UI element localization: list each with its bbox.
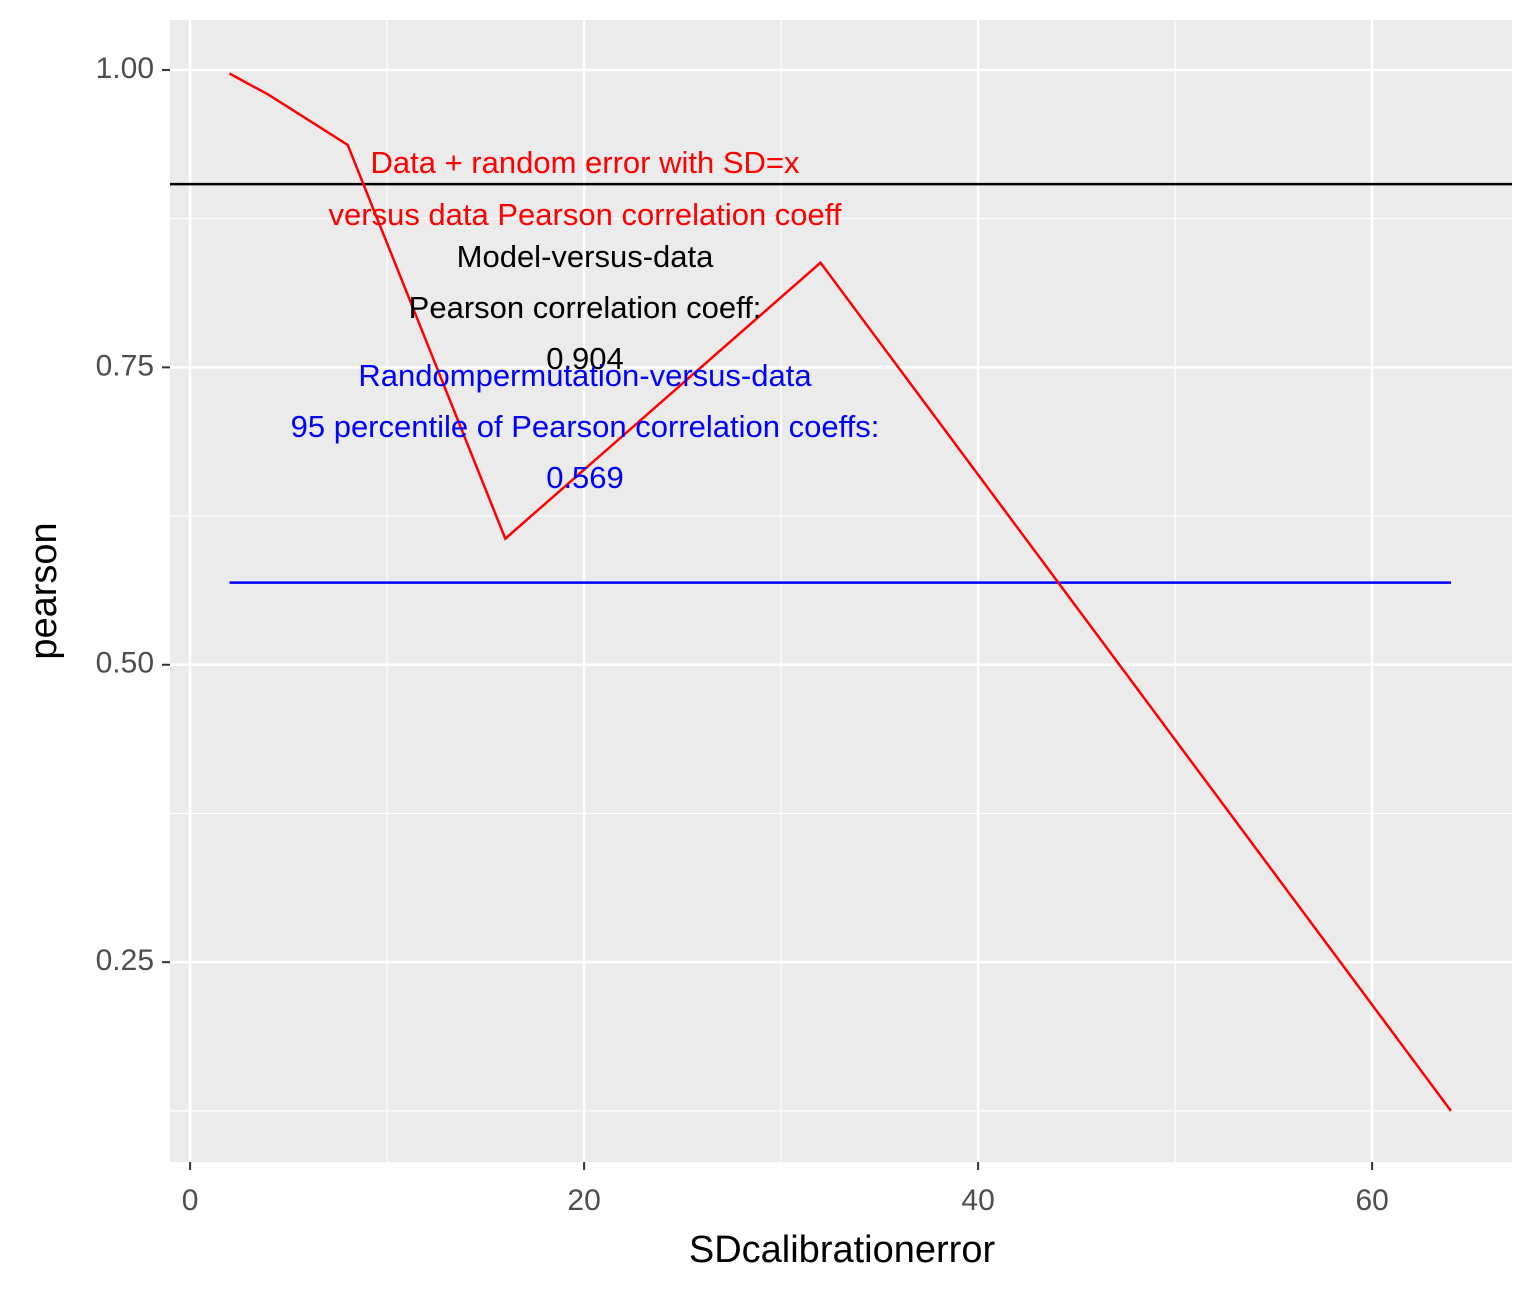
y-tick-label: 1.00 [96, 52, 154, 85]
x-tick-label: 60 [1355, 1184, 1388, 1217]
y-tick-label: 0.50 [96, 647, 154, 680]
annotation: Model-versus-data [457, 239, 714, 274]
y-axis-title: pearson [23, 522, 65, 659]
annotation: 0.904 [546, 341, 624, 376]
annotation: Randompermutation-versus-data [358, 358, 812, 393]
annotation: Pearson correlation coeff: [409, 290, 762, 325]
panel [170, 20, 1512, 1162]
x-tick-label: 40 [961, 1184, 994, 1217]
y-tick-label: 0.75 [96, 349, 154, 382]
data-line [228, 72, 1452, 1112]
x-tick-label: 20 [567, 1184, 600, 1217]
annotation: versus data Pearson correlation coeff [329, 197, 842, 232]
annotation: Data + random error with SD=x [370, 145, 800, 180]
y-tick-label: 0.25 [96, 944, 154, 977]
x-axis-title: SDcalibrationerror [689, 1229, 996, 1271]
annotation: 0.569 [546, 460, 624, 495]
x-tick-label: 0 [182, 1184, 199, 1217]
annotation: 95 percentile of Pearson correlation coe… [291, 409, 880, 444]
